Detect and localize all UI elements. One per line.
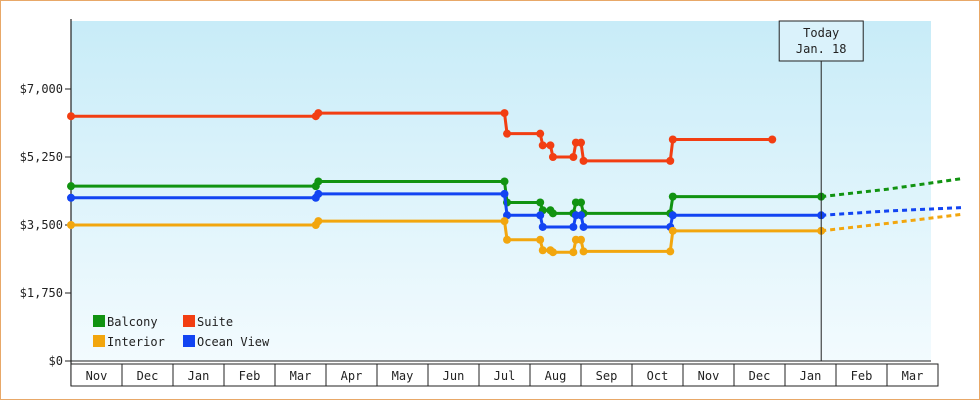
data-point [67,112,75,121]
y-tick-label: $1,750 [20,286,63,300]
x-tick-label: Mar [902,369,924,383]
data-point [500,109,509,118]
data-point [546,141,555,150]
data-point [548,209,557,218]
data-point [569,248,578,257]
legend-label: Interior [107,335,165,349]
data-point [503,235,512,244]
x-tick-label: Mar [290,369,312,383]
data-point [668,226,677,235]
x-tick-label: Sep [596,369,618,383]
x-tick-label: Jan [800,369,822,383]
series-interior [67,212,964,257]
legend-swatch [183,315,195,327]
x-tick-label: May [392,369,414,383]
x-tick-label: Jul [494,369,516,383]
data-point [536,198,545,207]
x-tick-label: Feb [851,369,873,383]
data-point [569,153,578,161]
legend-swatch [93,315,105,327]
data-point [666,247,675,256]
data-point [500,177,509,186]
data-point [577,198,585,207]
x-tick-label: Jan [188,369,210,383]
data-point [668,135,677,144]
x-tick-label: Apr [341,369,363,383]
series-forecast-line [821,206,964,217]
data-point [548,248,557,257]
series-suite [67,109,777,165]
x-tick-label: Nov [86,369,108,383]
x-tick-label: Jun [443,369,465,383]
data-point [536,211,545,220]
data-point [67,193,75,202]
legend-label: Suite [197,315,233,329]
data-point [536,235,545,244]
x-month-cell [886,363,939,387]
x-tick-label: Nov [698,369,720,383]
data-point [67,182,75,191]
y-tick-label: $3,500 [20,218,63,232]
y-tick-label: $5,250 [20,150,63,164]
data-point [314,189,323,198]
today-box [778,20,864,62]
series-line [71,192,822,229]
today-label: Today [803,26,839,40]
x-tick-label: Dec [749,369,771,383]
data-point [538,246,547,255]
data-point [538,222,547,231]
data-point [314,177,323,186]
data-point [579,247,588,256]
plot-background [71,21,931,361]
data-point [668,211,677,220]
y-tick-label: $0 [49,354,63,368]
x-tick-label: Oct [647,369,669,383]
today-label: Jan. 18 [796,42,847,56]
data-point [668,192,677,201]
x-tick-label: Feb [239,369,261,383]
data-point [569,222,578,231]
data-point [500,217,509,226]
series-forecast-line [821,212,964,233]
data-point [314,109,323,118]
data-point [768,135,777,144]
legend-label: Balcony [107,315,158,329]
data-point [536,129,545,138]
data-point [503,129,512,138]
legend-label: Ocean View [197,335,270,349]
data-point [538,141,547,150]
data-point [577,138,585,147]
data-point [579,222,588,231]
data-point [500,189,509,198]
legend-swatch [183,335,195,347]
x-tick-label: Dec [137,369,159,383]
data-point [577,211,585,220]
legend-swatch [93,335,105,347]
x-tick-label: Aug [545,369,567,383]
y-tick-label: $7,000 [20,82,63,96]
data-point [548,153,557,161]
series-line [71,111,773,163]
data-point [666,156,675,165]
data-point [314,217,323,226]
series-forecast-line [821,176,964,199]
data-point [577,235,585,244]
data-point [67,221,75,229]
data-point [579,156,588,165]
